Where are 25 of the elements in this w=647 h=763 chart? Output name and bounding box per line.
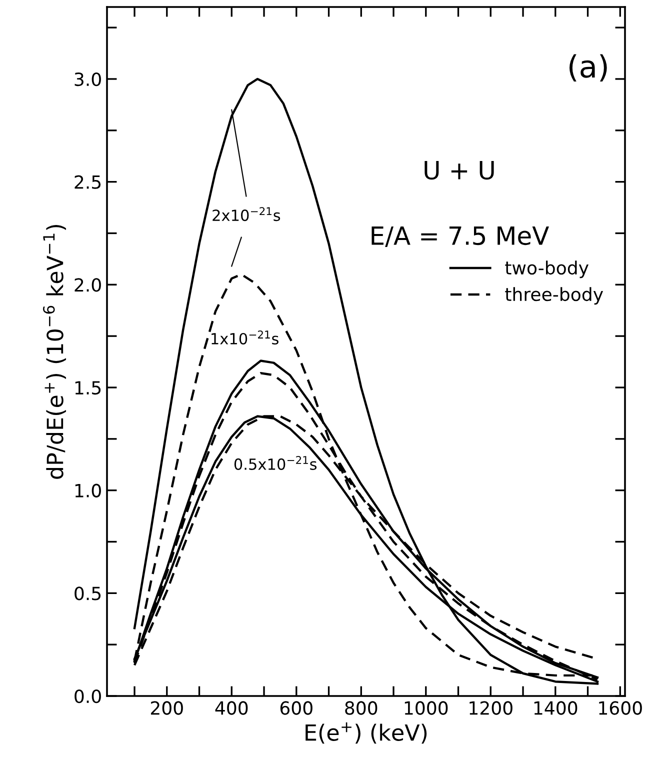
annotation: E/A = 7.5 MeV — [372, 226, 549, 248]
annotation: 0.5x10$^{−21}$s — [234, 456, 317, 470]
y-tick-label: 0.0 — [74, 689, 101, 704]
x-tick-label: 1600 — [599, 701, 642, 715]
y-tick-label: 2.0 — [74, 278, 101, 292]
legend-label: two-body — [505, 260, 589, 278]
x-tick-label: 200 — [150, 701, 183, 715]
y-axis-title: dP/dE(e$^{+}$) (10$^{−6}$ keV$^{−1}$) — [43, 224, 66, 479]
annotation: 1x10$^{−21}$s — [212, 330, 278, 345]
legend-label: three-body — [505, 287, 604, 305]
x-axis-title: E(e$^{+}$) (keV) — [306, 722, 427, 744]
x-tick-label: 400 — [215, 701, 248, 715]
annotation: (a) — [570, 54, 607, 82]
y-tick-label: 1.0 — [75, 484, 101, 498]
y-tick-label: 2.5 — [74, 175, 101, 189]
x-tick-label: 600 — [280, 701, 312, 715]
annotation: 2x10$^{−21}$s — [212, 207, 280, 222]
x-tick-label: 800 — [345, 701, 378, 715]
y-tick-label: 1.5 — [75, 381, 101, 395]
annotation: U + U — [424, 161, 494, 180]
y-tick-label: 3.0 — [74, 72, 101, 86]
x-tick-label: 1000 — [404, 701, 448, 715]
y-tick-label: 0.5 — [74, 586, 101, 600]
x-tick-label: 1200 — [470, 701, 512, 715]
x-tick-label: 1400 — [534, 701, 578, 715]
